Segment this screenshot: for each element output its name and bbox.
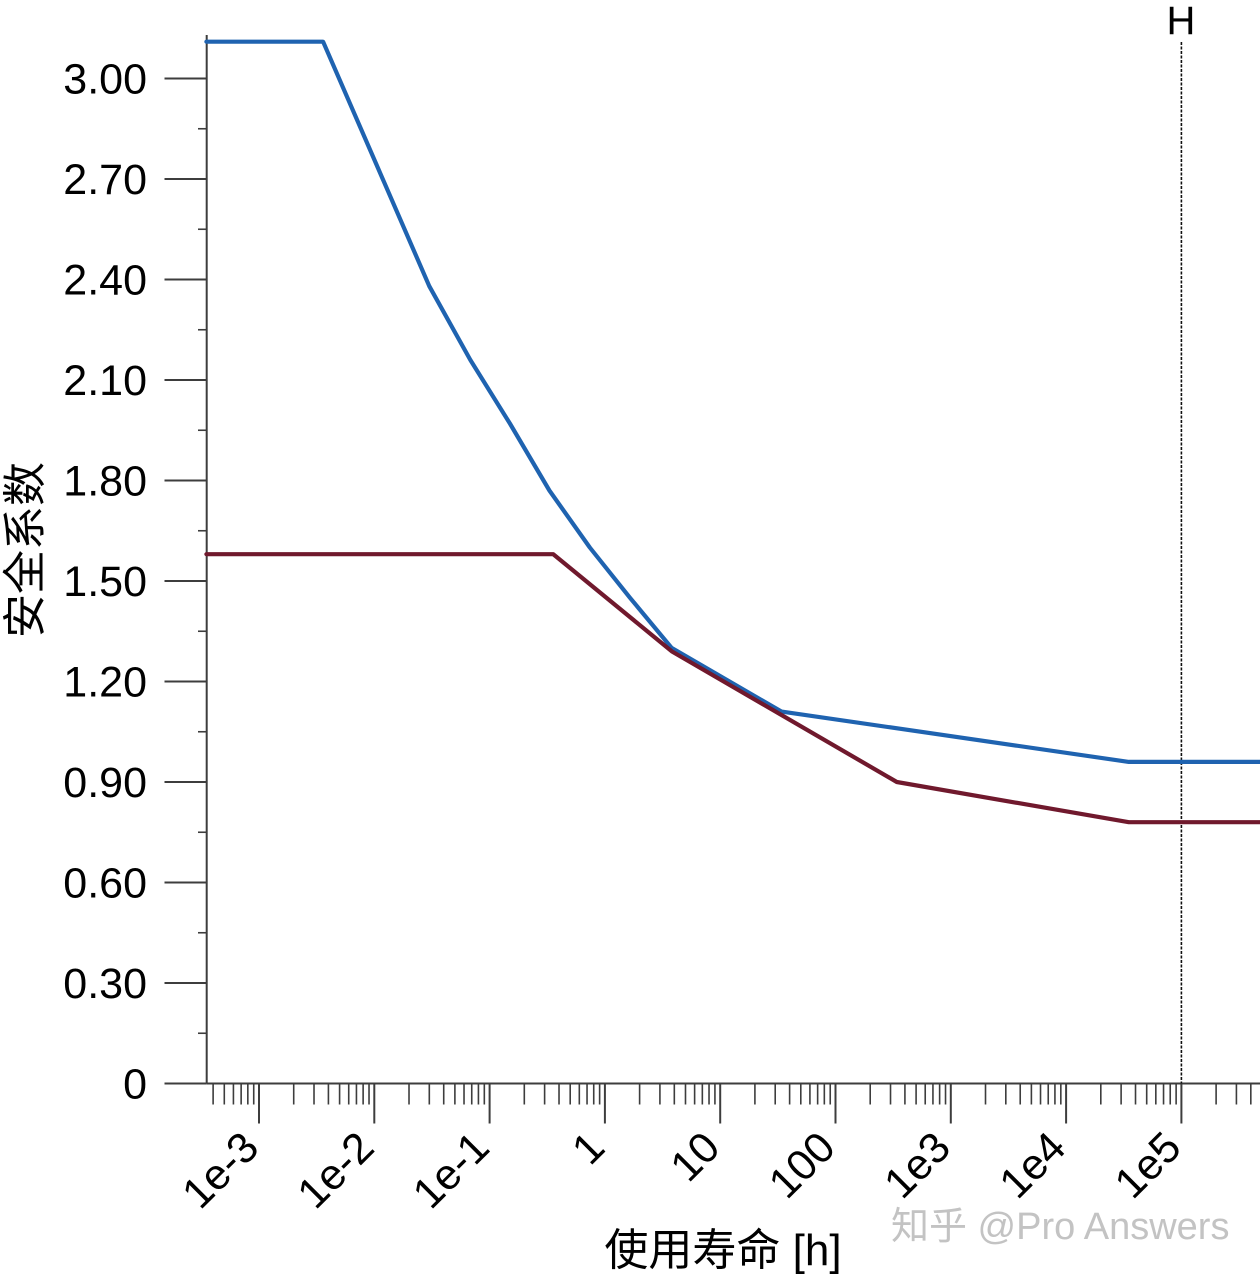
x-axis-title: 使用寿命 [h] — [604, 1226, 841, 1275]
x-tick-label: 1e-3 — [173, 1123, 268, 1218]
x-tick-label: 1e-1 — [404, 1123, 499, 1218]
x-tick-label: 1e-2 — [289, 1123, 384, 1218]
x-tick-label: 1e5 — [1106, 1123, 1191, 1208]
x-tick-label: 10 — [661, 1123, 729, 1191]
chart-plot-area: 1e-3 1e-2 1e-1 1 10 100 1e3 1e4 1e5 0 0.30 0.60 0.90… — [63, 35, 1260, 1218]
y-tick-label: 0.90 — [63, 759, 147, 807]
y-tick-label: 0.30 — [63, 960, 147, 1008]
y-tick-label: 2.40 — [63, 257, 147, 305]
y-tick-label: 3.00 — [63, 56, 147, 104]
x-tick-label: 1 — [563, 1123, 614, 1174]
lower-curve-line — [204, 552, 1260, 825]
y-tick-label: 0 — [123, 1061, 147, 1109]
y-axis-title: 安全系数 — [1, 462, 50, 638]
y-tick-label: 0.60 — [63, 860, 147, 908]
y-tick-label: 1.50 — [63, 558, 147, 606]
y-tick-label: 1.80 — [63, 458, 147, 506]
watermark: 知乎 @Pro Answers — [891, 1206, 1229, 1248]
x-tick-label: 100 — [760, 1123, 845, 1208]
y-tick-label: 2.70 — [63, 156, 147, 204]
annotation-h-label: H — [1167, 0, 1196, 43]
x-tick-label: 1e4 — [990, 1123, 1075, 1208]
x-tick-label: 1e3 — [875, 1123, 960, 1208]
upper-curve-line — [204, 39, 1260, 764]
y-tick-label: 2.10 — [63, 357, 147, 405]
y-tick-label: 1.20 — [63, 659, 147, 707]
